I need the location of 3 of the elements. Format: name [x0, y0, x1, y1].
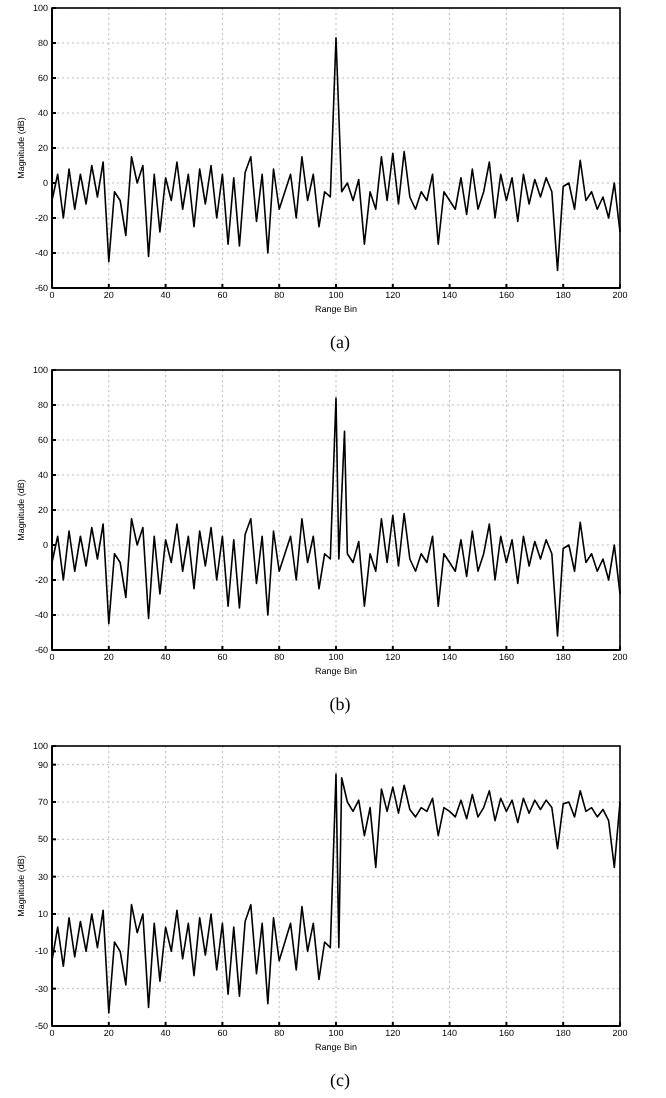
text: (b): [329, 694, 351, 714]
text: (a): [330, 332, 350, 352]
text: (c): [330, 1070, 350, 1090]
